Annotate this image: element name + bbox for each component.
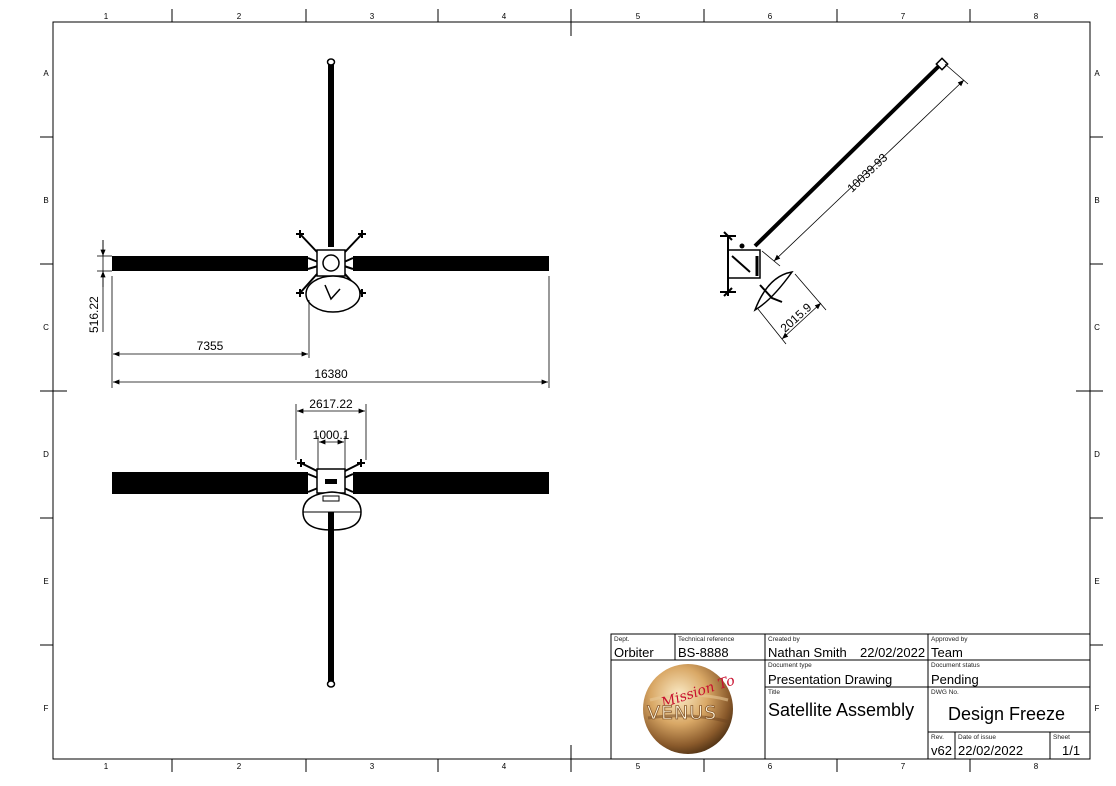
rev-label: Rev.	[931, 734, 944, 741]
tech-ref-label: Technical reference	[678, 636, 735, 643]
grid-col-label: 6	[768, 762, 773, 771]
grid-row-label: D	[1094, 450, 1100, 459]
grid-col-label: 4	[502, 12, 507, 21]
dim-label-offset: 7355	[197, 339, 224, 353]
issue-date-value: 22/02/2022	[958, 743, 1024, 758]
doc-status-label: Document status	[931, 662, 980, 669]
approved-by-value: Team	[931, 645, 963, 660]
grid-row-labels-right: A B C D E F	[1094, 69, 1100, 713]
solar-panel-left-top	[112, 472, 308, 494]
dwg-no-label: DWG No.	[931, 689, 959, 696]
grid-column-labels-top: 1 2 3 4 5 6 7 8	[104, 12, 1039, 21]
front-view-dimensions: 516.22 7355 16380	[87, 240, 550, 388]
grid-row-label: C	[43, 323, 49, 332]
grid-row-labels-left: A B C D E F	[43, 69, 49, 713]
sheet-frame	[40, 9, 1103, 772]
created-by-label: Created by	[768, 636, 800, 643]
grid-row-label: D	[43, 450, 49, 459]
grid-row-label: B	[1094, 196, 1099, 205]
satellite-top-view	[112, 459, 549, 688]
solar-panel-left	[112, 256, 308, 271]
grid-row-label: F	[44, 704, 49, 713]
grid-row-label: E	[43, 577, 48, 586]
dim-label-height: 516.22	[87, 296, 101, 333]
antenna-boom-bottom	[328, 512, 334, 684]
grid-col-label: 5	[636, 762, 641, 771]
rev-value: v62	[931, 743, 952, 758]
dwg-no-value: Design Freeze	[948, 704, 1066, 724]
title-value: Satellite Assembly	[768, 700, 915, 720]
grid-col-label: 6	[768, 12, 773, 21]
grid-col-label: 4	[502, 762, 507, 771]
top-view-dimensions: 2617.22 1000.1	[295, 397, 367, 470]
issue-date-label: Date of issue	[958, 734, 996, 741]
antenna-dish	[305, 275, 361, 313]
grid-col-label: 3	[370, 762, 375, 771]
grid-col-label: 8	[1034, 762, 1039, 771]
approved-by-label: Approved by	[931, 636, 968, 643]
created-date-value: 22/02/2022	[860, 645, 926, 660]
side-body	[727, 249, 761, 279]
grid-row-label: E	[1094, 577, 1099, 586]
dept-label: Dept.	[614, 636, 630, 643]
dim-label-core-width: 1000.1	[313, 428, 350, 442]
grid-col-label: 5	[636, 12, 641, 21]
dim-label-span: 16380	[314, 367, 348, 381]
doc-type-value: Presentation Drawing	[768, 672, 893, 687]
sheet-value: 1/1	[1062, 743, 1081, 758]
grid-row-label: B	[43, 196, 48, 205]
dim-label-body-width: 2617.22	[309, 397, 353, 411]
grid-col-label: 1	[104, 12, 109, 21]
grid-row-label: C	[1094, 323, 1100, 332]
grid-col-label: 3	[370, 12, 375, 21]
grid-col-label: 7	[901, 762, 906, 771]
satellite-front-view	[112, 58, 549, 313]
planet-venus-icon	[643, 664, 733, 754]
grid-col-label: 8	[1034, 12, 1039, 21]
sheet-label: Sheet	[1053, 734, 1070, 741]
solar-panel-right-top	[353, 472, 549, 494]
logo-word-text: VENUS	[647, 702, 718, 725]
dim-label-boom-length: 10039.93	[844, 150, 890, 195]
mission-to-venus-logo	[643, 664, 733, 754]
dim-label-dish: 2015.9	[778, 300, 815, 335]
title-block-lines	[610, 633, 1091, 760]
grid-row-label: A	[43, 69, 49, 78]
side-view-dimensions: 10039.93 2015.9	[757, 63, 969, 345]
antenna-boom-top	[328, 62, 334, 247]
created-by-value: Nathan Smith	[768, 645, 847, 660]
grid-col-label: 2	[237, 762, 242, 771]
dept-value: Orbiter	[614, 645, 654, 660]
grid-col-label: 2	[237, 12, 242, 21]
tech-ref-value: BS-8888	[678, 645, 729, 660]
grid-column-labels-bottom: 1 2 3 4 5 6 7 8	[104, 762, 1039, 771]
title-label: Title	[768, 689, 781, 696]
solar-panel-right	[353, 256, 549, 271]
doc-type-label: Document type	[768, 662, 812, 669]
grid-row-label: F	[1095, 704, 1100, 713]
doc-status-value: Pending	[931, 672, 979, 687]
grid-col-label: 7	[901, 12, 906, 21]
grid-col-label: 1	[104, 762, 109, 771]
satellite-side-view	[720, 57, 949, 312]
grid-row-label: A	[1094, 69, 1100, 78]
